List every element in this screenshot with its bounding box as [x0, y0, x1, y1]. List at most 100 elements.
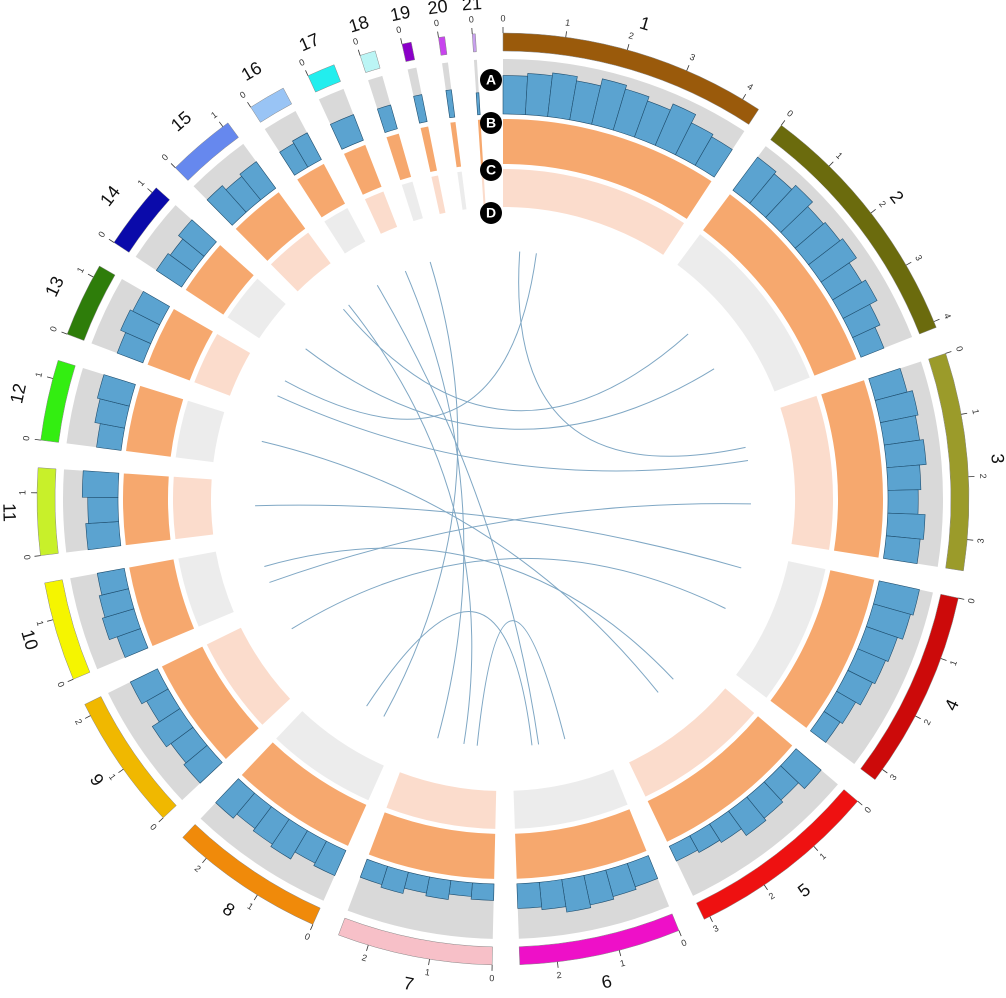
ideogram — [860, 593, 959, 781]
tick-label: 1 — [17, 490, 27, 495]
link — [291, 557, 726, 630]
track-c-bg — [194, 334, 251, 396]
track-b-bg — [450, 121, 462, 168]
chromosome-label: 14 — [96, 182, 124, 210]
link — [255, 504, 742, 569]
chromosome-label: 7 — [402, 973, 416, 995]
histogram-bin — [96, 374, 136, 407]
tick-label: 1 — [834, 150, 845, 161]
tick-label: 1 — [35, 620, 46, 627]
ideogram — [502, 32, 759, 125]
tick-mark — [437, 31, 439, 38]
chromosome-label: 5 — [794, 879, 814, 901]
track-c-bg — [175, 400, 225, 463]
link — [404, 270, 465, 739]
tick-label: 2 — [767, 890, 777, 901]
histogram-bin — [475, 92, 481, 116]
tick-label: 1 — [818, 851, 828, 862]
link — [376, 284, 540, 745]
track-label: C — [486, 162, 496, 178]
track-c-bg — [364, 191, 398, 234]
histogram-bin — [448, 880, 473, 897]
tick-label: 0 — [96, 230, 107, 240]
ideogram — [44, 579, 91, 680]
histogram-bin — [668, 835, 699, 862]
tick-mark — [247, 101, 252, 108]
tick-label: 0 — [148, 822, 159, 833]
link — [305, 348, 715, 430]
chromosome-label: 21 — [461, 0, 482, 14]
tick-mark — [108, 238, 115, 243]
track-b-bg — [420, 126, 438, 172]
tick-label: 0 — [48, 325, 59, 333]
tick-label: 0 — [303, 931, 312, 942]
tick-mark — [763, 884, 768, 891]
tick-mark — [34, 438, 41, 441]
tick-mark — [915, 715, 921, 720]
tick-label: 4 — [942, 312, 953, 320]
tick-mark — [61, 331, 68, 335]
track-c-bg — [324, 207, 366, 254]
tick-label: 0 — [966, 597, 977, 604]
link — [383, 261, 459, 717]
tick-mark — [202, 858, 207, 864]
histogram-bin — [239, 161, 277, 201]
histogram-bin — [809, 711, 841, 743]
track-c-bg — [386, 772, 497, 829]
tick-mark — [828, 161, 834, 167]
track-label-badge — [480, 69, 502, 91]
chromosome-label: 8 — [219, 898, 238, 920]
chromosome-label: 4 — [941, 696, 963, 713]
chromosome-label: 12 — [6, 382, 30, 406]
ideogram — [36, 467, 59, 556]
track-c-bg — [513, 769, 628, 829]
tick-mark — [158, 817, 164, 823]
tick-label: 0 — [238, 89, 248, 100]
ideogram — [438, 36, 448, 56]
tick-mark — [626, 44, 630, 50]
tick-label: 0 — [489, 973, 494, 983]
track-b-bg — [515, 809, 647, 879]
tick-label: 1 — [948, 659, 959, 667]
histogram-bin — [215, 778, 255, 819]
tick-label: 1 — [619, 958, 626, 969]
track-label-badge — [480, 112, 502, 134]
tick-label: 2 — [556, 970, 562, 981]
tick-mark — [686, 65, 690, 71]
track-c-bg — [431, 175, 446, 214]
track-b-bg — [477, 119, 484, 165]
tick-label: 2 — [73, 717, 84, 726]
histogram-bin — [470, 882, 495, 901]
tick-label: 3 — [975, 538, 985, 544]
tick-label: 0 — [862, 805, 873, 815]
chromosome-label: 3 — [987, 453, 1006, 465]
tick-label: 0 — [298, 57, 307, 68]
chromosome-label: 9 — [86, 770, 108, 790]
histogram-bin — [886, 464, 922, 491]
histogram-bin — [852, 326, 885, 358]
track-label-badge — [480, 202, 502, 224]
track-c-bg — [780, 395, 833, 550]
ideogram — [518, 913, 680, 965]
tick-mark — [945, 351, 952, 354]
histogram-bin — [502, 75, 528, 115]
track-b-bg — [386, 133, 412, 181]
tick-label: 0 — [55, 680, 66, 688]
tick-mark — [305, 70, 309, 76]
tick-mark — [357, 49, 361, 56]
ideogram — [696, 789, 859, 920]
tick-label: 1 — [209, 109, 219, 120]
ideogram — [40, 360, 76, 443]
chromosome-label: 13 — [41, 273, 68, 300]
tick-label: 2 — [922, 718, 933, 727]
tick-mark — [618, 950, 622, 957]
ideogram — [113, 187, 170, 253]
ideogram — [338, 917, 493, 966]
tick-label: 2 — [193, 863, 203, 874]
tick-mark — [961, 412, 968, 415]
tick-label: 4 — [745, 81, 754, 92]
ideogram — [770, 124, 937, 335]
chromosome-label: 16 — [238, 58, 265, 85]
histogram-bin — [694, 136, 733, 178]
